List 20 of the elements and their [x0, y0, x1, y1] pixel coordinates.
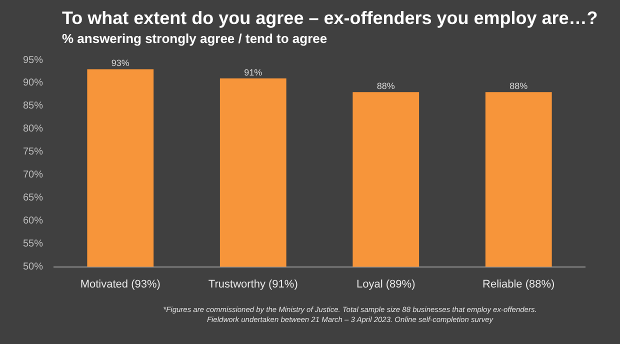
x-tick-label: Trustworthy (91%) — [208, 278, 298, 290]
x-tick-label: Motivated (93%) — [80, 278, 160, 290]
data-label: 93% — [111, 58, 130, 68]
x-tick-label: Loyal (89%) — [356, 278, 416, 290]
y-tick-label: 95% — [23, 54, 44, 66]
data-label: 88% — [376, 81, 395, 92]
y-tick-label: 60% — [23, 216, 44, 227]
chart-subtitle: % answering strongly agree / tend to agree — [62, 31, 328, 46]
chart-title: To what extent do you agree – ex-offenders you employ are…? — [62, 8, 598, 29]
data-label: 91% — [244, 67, 262, 78]
y-tick-label: 90% — [23, 78, 44, 89]
y-tick-label: 55% — [23, 238, 44, 250]
y-tick-label: 50% — [23, 262, 44, 273]
y-tick-label: 70% — [23, 170, 44, 181]
y-tick-label: 85% — [23, 100, 44, 112]
x-tick-label: Reliable (88%) — [482, 278, 555, 290]
y-tick-label: 80% — [23, 124, 44, 135]
y-tick-label: 75% — [23, 146, 44, 158]
data-label: 88% — [510, 81, 528, 92]
y-tick-label: 65% — [23, 192, 44, 204]
